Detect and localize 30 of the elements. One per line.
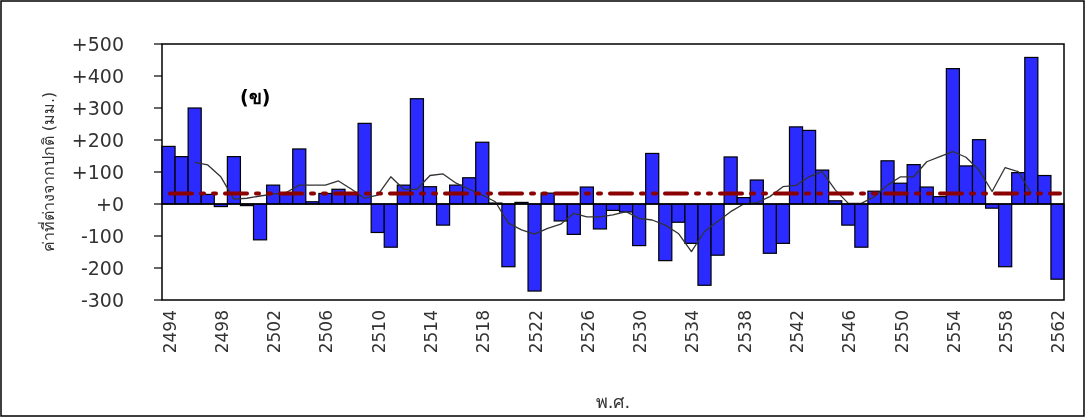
y-tick-label: -200: [80, 257, 124, 279]
x-tick-label: 2546: [839, 310, 860, 354]
x-tick-label: 2514: [420, 310, 441, 354]
y-tick-label: +0: [95, 193, 124, 215]
x-tick-label: 2558: [996, 310, 1017, 354]
y-tick-label: +200: [71, 129, 124, 151]
y-tick-label: -100: [80, 225, 124, 247]
y-axis-title: ค่าที่ต่างจากปกติ (มม.): [37, 91, 58, 253]
x-tick-label: 2554: [943, 310, 964, 354]
x-tick-label: 2494: [159, 310, 180, 354]
x-axis-title: พ.ศ.: [595, 391, 631, 412]
x-tick-label: 2502: [264, 310, 285, 354]
x-tick-label: 2506: [316, 310, 337, 354]
annotation: (ข): [240, 86, 271, 108]
x-tick-label: 2530: [630, 310, 651, 354]
x-tick-label: 2518: [473, 310, 494, 354]
x-tick-label: 2534: [682, 310, 703, 354]
x-tick-label: 2550: [891, 310, 912, 354]
y-tick-label: +500: [71, 33, 124, 55]
y-tick-label: -300: [80, 289, 124, 311]
x-tick-label: 2538: [734, 310, 755, 354]
x-tick-label: 2526: [577, 310, 598, 354]
y-tick-label: +400: [71, 65, 124, 87]
x-tick-label: 2542: [787, 310, 808, 354]
x-tick-label: 2522: [525, 310, 546, 354]
y-tick-label: +100: [71, 161, 124, 183]
x-tick-label: 2498: [211, 310, 232, 354]
x-tick-label: 2510: [368, 310, 389, 354]
x-tick-label: 2562: [1048, 310, 1069, 354]
y-tick-label: +300: [71, 97, 124, 119]
